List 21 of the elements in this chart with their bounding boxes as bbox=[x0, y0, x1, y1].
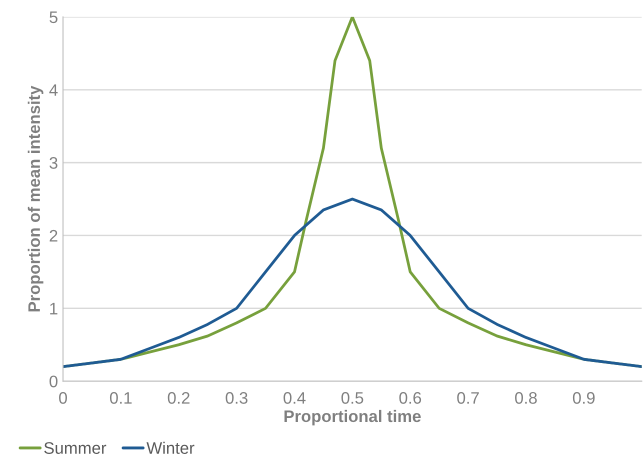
x-axis-title: Proportional time bbox=[284, 410, 421, 426]
y-tick-label: 5 bbox=[50, 11, 58, 24]
y-tick-label: 3 bbox=[50, 157, 58, 169]
x-tick-label: 0.4 bbox=[284, 392, 306, 404]
x-tick-label: 0.1 bbox=[110, 392, 132, 404]
x-tick-label: 0.6 bbox=[399, 392, 422, 404]
x-tick-label: 0.5 bbox=[341, 392, 364, 404]
x-tick-label: 0.3 bbox=[226, 392, 248, 404]
x-tick-label: 0.2 bbox=[168, 392, 190, 404]
y-tick-label: 0 bbox=[50, 376, 58, 388]
y-tick-label: 2 bbox=[50, 230, 58, 242]
legend-label: Summer bbox=[44, 442, 106, 454]
x-tick-label: 0.7 bbox=[457, 392, 479, 404]
x-tick-label: 0 bbox=[59, 392, 67, 404]
y-axis-title: Proportion of mean intensity bbox=[28, 86, 44, 312]
x-tick-label: 0.9 bbox=[572, 392, 595, 404]
y-tick-label: 4 bbox=[49, 84, 58, 96]
y-tick-label: 1 bbox=[50, 302, 58, 314]
x-tick-label: 0.8 bbox=[515, 392, 537, 404]
line-series bbox=[63, 198, 642, 368]
legend-label: Winter bbox=[146, 442, 194, 454]
